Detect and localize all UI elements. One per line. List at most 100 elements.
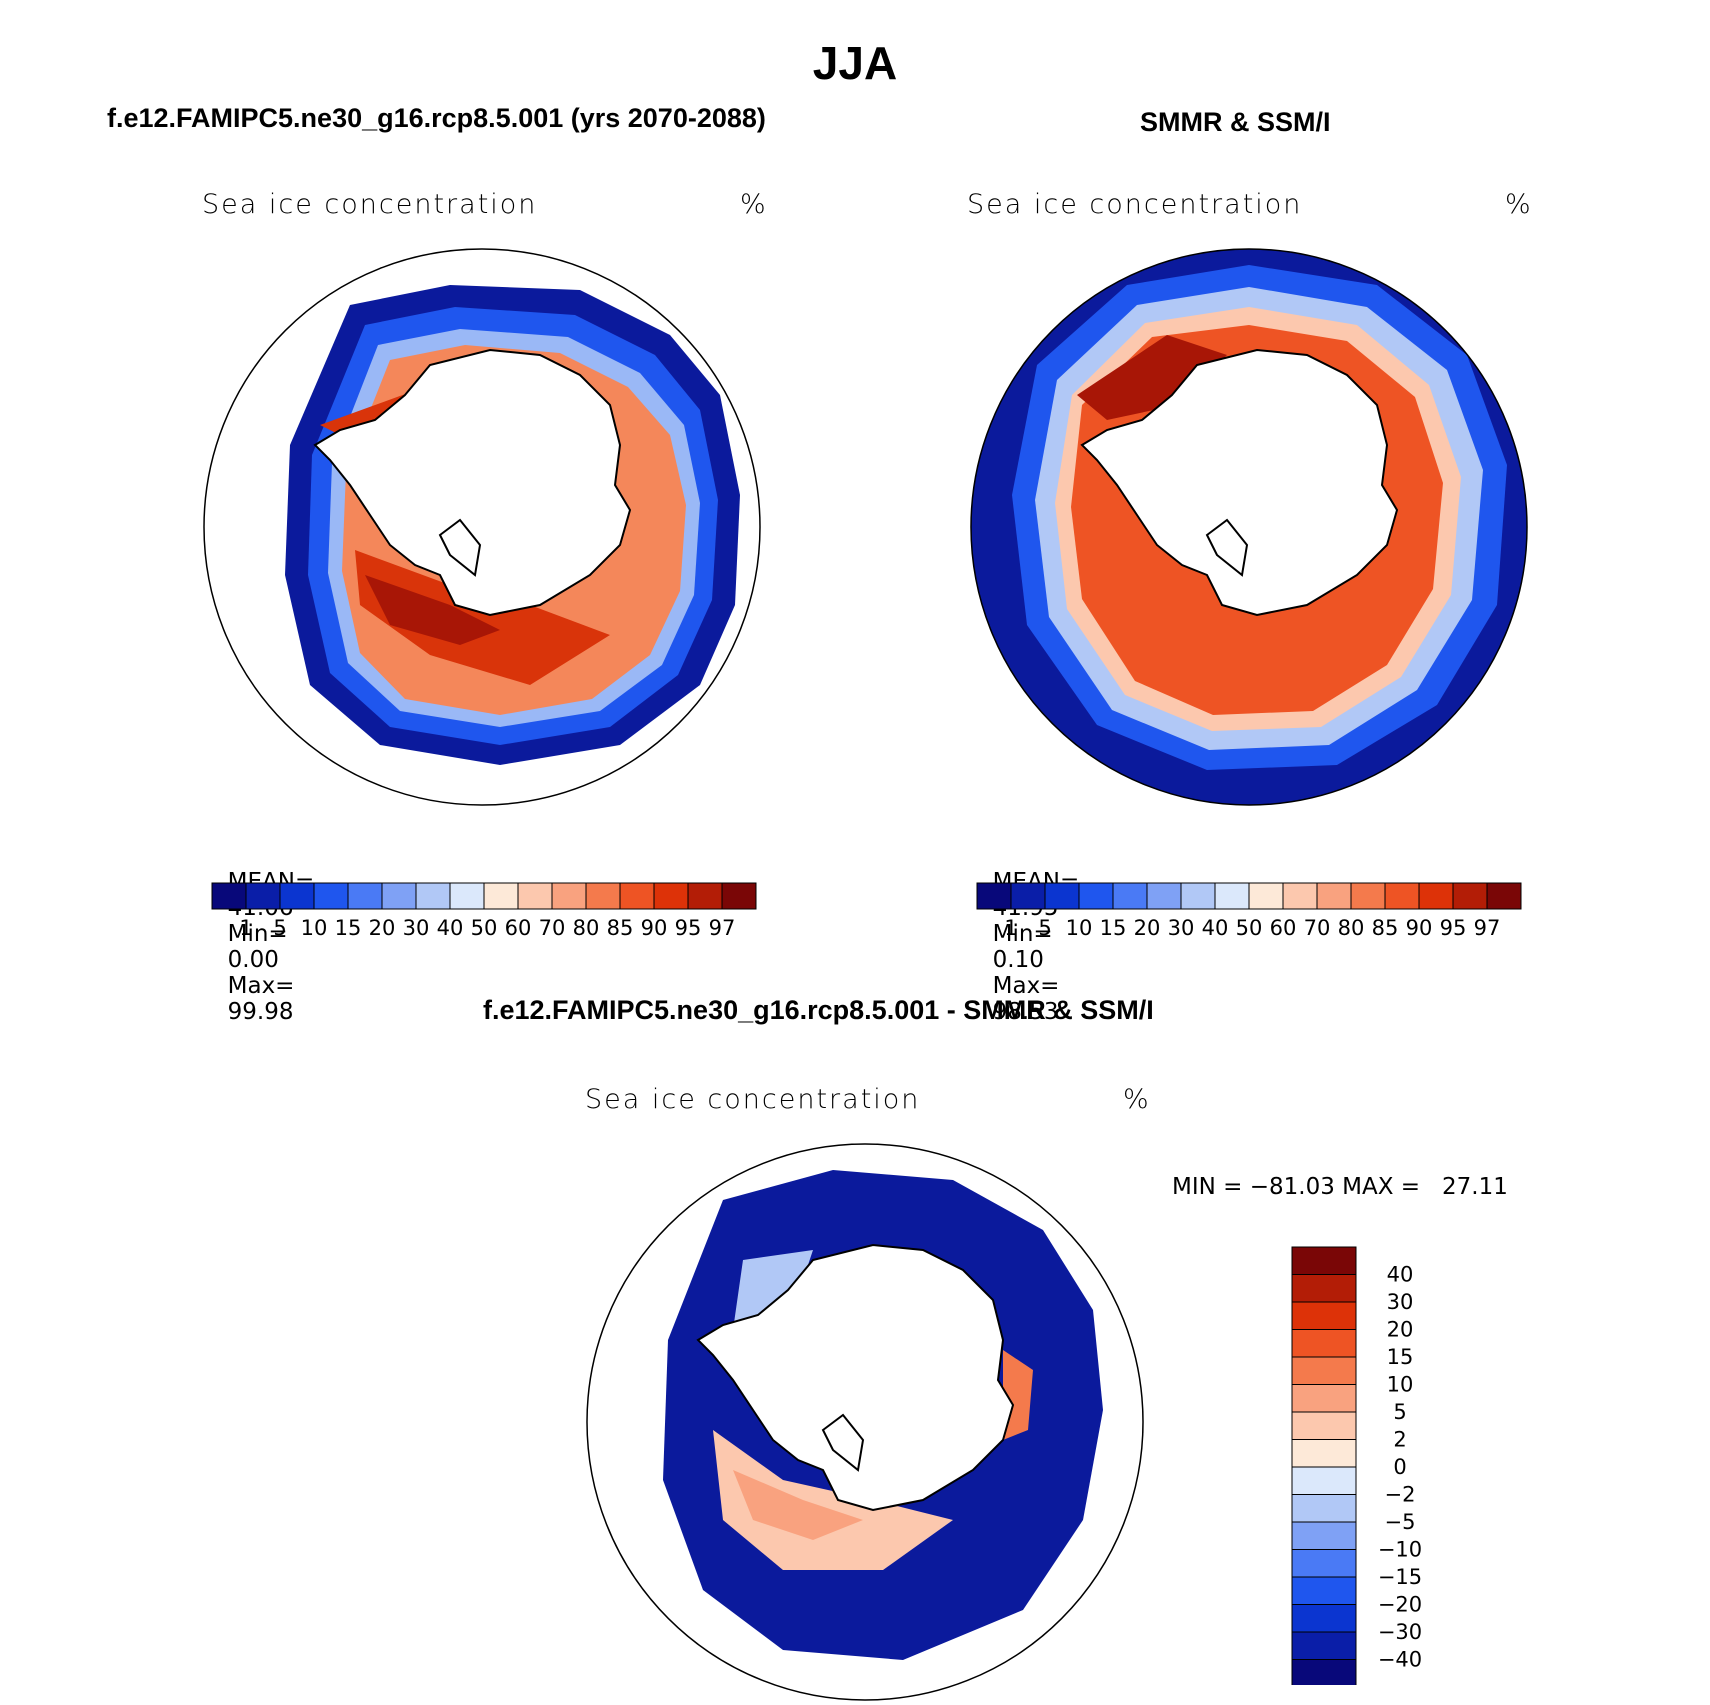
colorbar-diff-tick-label: 5	[1393, 1400, 1406, 1424]
colorbar-diff-swatch	[1291, 1604, 1357, 1633]
colorbar-obs-swatch	[1350, 882, 1386, 910]
colorbar-obs-tick-label: 20	[1134, 916, 1161, 940]
colorbar-model-swatch	[619, 882, 655, 910]
colorbar-model-tick-label: 90	[641, 916, 668, 940]
colorbar-diff-swatch	[1291, 1356, 1357, 1385]
colorbar-obs-swatch	[1418, 882, 1454, 910]
colorbar-diff-swatch	[1291, 1301, 1357, 1330]
colorbar-obs-swatch	[1146, 882, 1182, 910]
colorbar-diff-tick-label: 30	[1387, 1290, 1414, 1314]
colorbar-diff-tick-label: −2	[1385, 1483, 1416, 1507]
colorbar-obs-swatch	[1078, 882, 1114, 910]
colorbar-model-swatch	[245, 882, 281, 910]
panel1-min: 0.00	[227, 947, 279, 973]
panel1-max: 99.98	[227, 999, 294, 1025]
colorbar-model-tick-label: 5	[273, 916, 286, 940]
colorbar-model-tick-label: 60	[505, 916, 532, 940]
colorbar-obs-swatch	[1044, 882, 1080, 910]
colorbar-model: 1 5 10 15 20 30 40 50 60 70 80 85 90 95 97	[211, 882, 757, 940]
colorbar-diff-tick-label: −15	[1378, 1565, 1422, 1589]
panel1-variable: Sea ice concentration	[202, 189, 538, 220]
colorbar-model-tick-label: 97	[709, 916, 736, 940]
colorbar-diff-tick-label: −20	[1378, 1593, 1422, 1617]
panel3-title: f.e12.FAMIPC5.ne30_g16.rcp8.5.001 - SMMR…	[483, 995, 1154, 1025]
panel2-variable: Sea ice concentration	[967, 189, 1303, 220]
panel1-min-label: Min=	[227, 921, 288, 947]
colorbar-model-swatch	[721, 882, 757, 910]
colorbar-diff-tick-label: 2	[1393, 1428, 1406, 1452]
colorbar-obs-swatch	[1452, 882, 1488, 910]
colorbar-diff-tick-label: −10	[1378, 1538, 1422, 1562]
colorbar-model-tick-label: 85	[607, 916, 634, 940]
colorbar-model-swatch	[415, 882, 451, 910]
colorbar-obs-tick-label: 90	[1406, 916, 1433, 940]
colorbar-model-swatch	[585, 882, 621, 910]
colorbar-obs-tick-label: 1	[1004, 916, 1017, 940]
colorbar-model-tick-label: 20	[369, 916, 396, 940]
colorbar-obs-swatch	[1282, 882, 1318, 910]
colorbar-diff-swatch	[1291, 1439, 1357, 1468]
colorbar-obs-tick-label: 30	[1168, 916, 1195, 940]
colorbar-obs-tick-label: 70	[1304, 916, 1331, 940]
panel2-min-label: Min=	[992, 921, 1053, 947]
colorbar-model-swatch	[381, 882, 417, 910]
colorbar-diff-swatch	[1291, 1466, 1357, 1495]
panel3-units: %	[1123, 1084, 1151, 1115]
map-panel-diff	[586, 1143, 1144, 1701]
colorbar-obs-tick-label: 60	[1270, 916, 1297, 940]
colorbar-diff-tick-label: 10	[1387, 1373, 1414, 1397]
colorbar-model-tick-label: 15	[335, 916, 362, 940]
colorbar-diff-tick-label: 20	[1387, 1318, 1414, 1342]
colorbar-diff-swatch	[1291, 1411, 1357, 1440]
panel2-title: SMMR & SSM/I	[1140, 107, 1331, 137]
colorbar-model-tick-label: 1	[239, 916, 252, 940]
colorbar-obs-tick-label: 50	[1236, 916, 1263, 940]
colorbar-diff-swatch	[1291, 1576, 1357, 1605]
colorbar-diff-tick-label: 0	[1393, 1455, 1406, 1479]
colorbar-model-swatch	[653, 882, 689, 910]
colorbar-model-tick-label: 95	[675, 916, 702, 940]
panel3-minmax: MIN = −81.03 MAX = 27.11	[1172, 1174, 1508, 1200]
panel2-max-label: Max=	[992, 973, 1060, 999]
panel1-max-label: Max=	[227, 973, 295, 999]
colorbar-obs-tick-label: 97	[1474, 916, 1501, 940]
colorbar-obs-swatch	[1214, 882, 1250, 910]
colorbar-model-swatch	[551, 882, 587, 910]
colorbar-diff-tick-label: −5	[1385, 1510, 1416, 1534]
colorbar-model-tick-label: 40	[437, 916, 464, 940]
colorbar-model-swatch	[313, 882, 349, 910]
colorbar-model-tick-label: 50	[471, 916, 498, 940]
panel2-max: 98.53	[992, 999, 1059, 1025]
colorbar-diff-swatch	[1291, 1659, 1357, 1685]
colorbar-diff-swatch	[1291, 1274, 1357, 1303]
colorbar-diff-tick-label: 40	[1387, 1263, 1414, 1287]
colorbar-obs-swatch	[1248, 882, 1284, 910]
colorbar-obs-tick-label: 15	[1100, 916, 1127, 940]
colorbar-obs-tick-label: 85	[1372, 916, 1399, 940]
colorbar-obs: 1 5 10 15 20 30 40 50 60 70 80 85 90 95 97	[976, 882, 1522, 940]
colorbar-obs-tick-label: 10	[1066, 916, 1093, 940]
colorbar-obs-swatch	[1486, 882, 1522, 910]
colorbar-diff-tick-label: −30	[1378, 1620, 1422, 1644]
colorbar-model-tick-label: 70	[539, 916, 566, 940]
colorbar-obs-swatch	[1112, 882, 1148, 910]
figure-title: JJA	[812, 37, 898, 89]
panel2-units: %	[1505, 189, 1533, 220]
colorbar-obs-swatch	[1384, 882, 1420, 910]
antarctica-outline	[313, 348, 632, 617]
map-panel-obs	[970, 248, 1528, 806]
colorbar-diff-tick-label: 15	[1387, 1345, 1414, 1369]
colorbar-model-swatch	[347, 882, 383, 910]
colorbar-diff-swatch	[1291, 1246, 1357, 1275]
colorbar-model-tick-label: 10	[301, 916, 328, 940]
colorbar-model-swatch	[517, 882, 553, 910]
colorbar-model-swatch	[211, 882, 247, 910]
colorbar-obs-swatch	[1010, 882, 1046, 910]
colorbar-obs-tick-label: 80	[1338, 916, 1365, 940]
panel3-variable: Sea ice concentration	[585, 1084, 921, 1115]
colorbar-model-swatch	[483, 882, 519, 910]
colorbar-model-swatch	[687, 882, 723, 910]
colorbar-obs-swatch	[1316, 882, 1352, 910]
colorbar-obs-tick-label: 40	[1202, 916, 1229, 940]
colorbar-obs-tick-label: 95	[1440, 916, 1467, 940]
